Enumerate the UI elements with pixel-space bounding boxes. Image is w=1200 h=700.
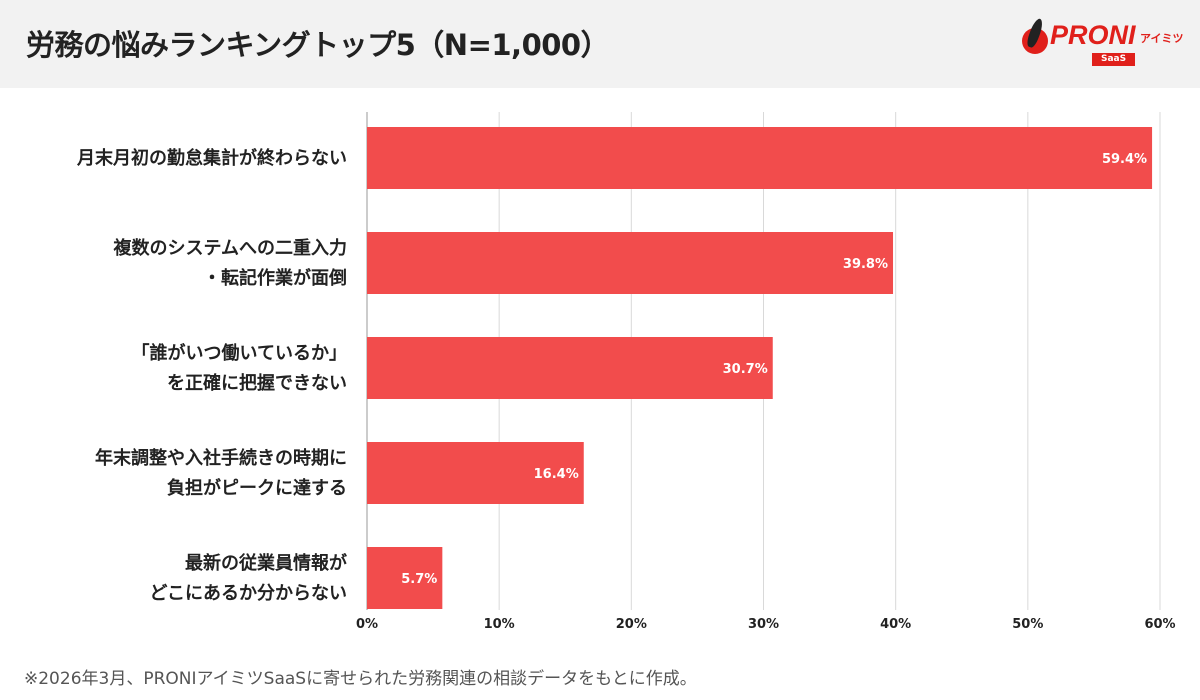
x-tick-label: 30% bbox=[748, 617, 779, 632]
category-label: 月末月初の勤怠集計が終わらない bbox=[76, 147, 347, 169]
logo-word: PRONI bbox=[1050, 20, 1136, 50]
data-label: 16.4% bbox=[534, 467, 579, 482]
bar bbox=[367, 232, 894, 294]
bar bbox=[367, 442, 584, 504]
x-tick-label: 40% bbox=[880, 617, 911, 632]
category-label: 「誰がいつ働いているか」 bbox=[132, 342, 347, 364]
data-label: 59.4% bbox=[1102, 152, 1147, 167]
category-label: どこにあるか分からない bbox=[150, 583, 347, 604]
data-label: 30.7% bbox=[723, 362, 768, 377]
x-tick-label: 20% bbox=[616, 617, 647, 632]
category-label: 最新の従業員情報が bbox=[185, 552, 347, 574]
footnote: ※2026年3月、PRONIアイミツSaaSに寄せられた労務関連の相談データをも… bbox=[24, 669, 697, 689]
data-label: 5.7% bbox=[401, 572, 437, 587]
category-label: 複数のシステムへの二重入力 bbox=[113, 237, 347, 259]
logo-kana: アイミツ bbox=[1140, 32, 1184, 45]
x-tick-label: 50% bbox=[1012, 617, 1043, 632]
category-label: を正確に把握できない bbox=[167, 372, 347, 394]
data-label: 39.8% bbox=[843, 257, 888, 272]
x-tick-label: 0% bbox=[356, 617, 378, 632]
x-tick-label: 10% bbox=[484, 617, 515, 632]
bar bbox=[367, 547, 443, 609]
category-label: ・転記作業が面倒 bbox=[203, 267, 347, 289]
bar bbox=[367, 127, 1153, 189]
x-tick-label: 60% bbox=[1144, 617, 1175, 632]
page-title: 労務の悩みランキングトップ5（N=1,000） bbox=[26, 28, 610, 62]
bar bbox=[367, 337, 773, 399]
logo-saas-badge: SaaS bbox=[1092, 53, 1136, 66]
category-label: 年末調整や入社手続きの時期に bbox=[95, 447, 347, 469]
header: 労務の悩みランキングトップ5（N=1,000） PRONI アイミツ SaaS bbox=[0, 0, 1200, 88]
category-label: 負担がピークに達する bbox=[167, 477, 347, 499]
proni-logo: PRONI アイミツ SaaS bbox=[1020, 17, 1185, 68]
